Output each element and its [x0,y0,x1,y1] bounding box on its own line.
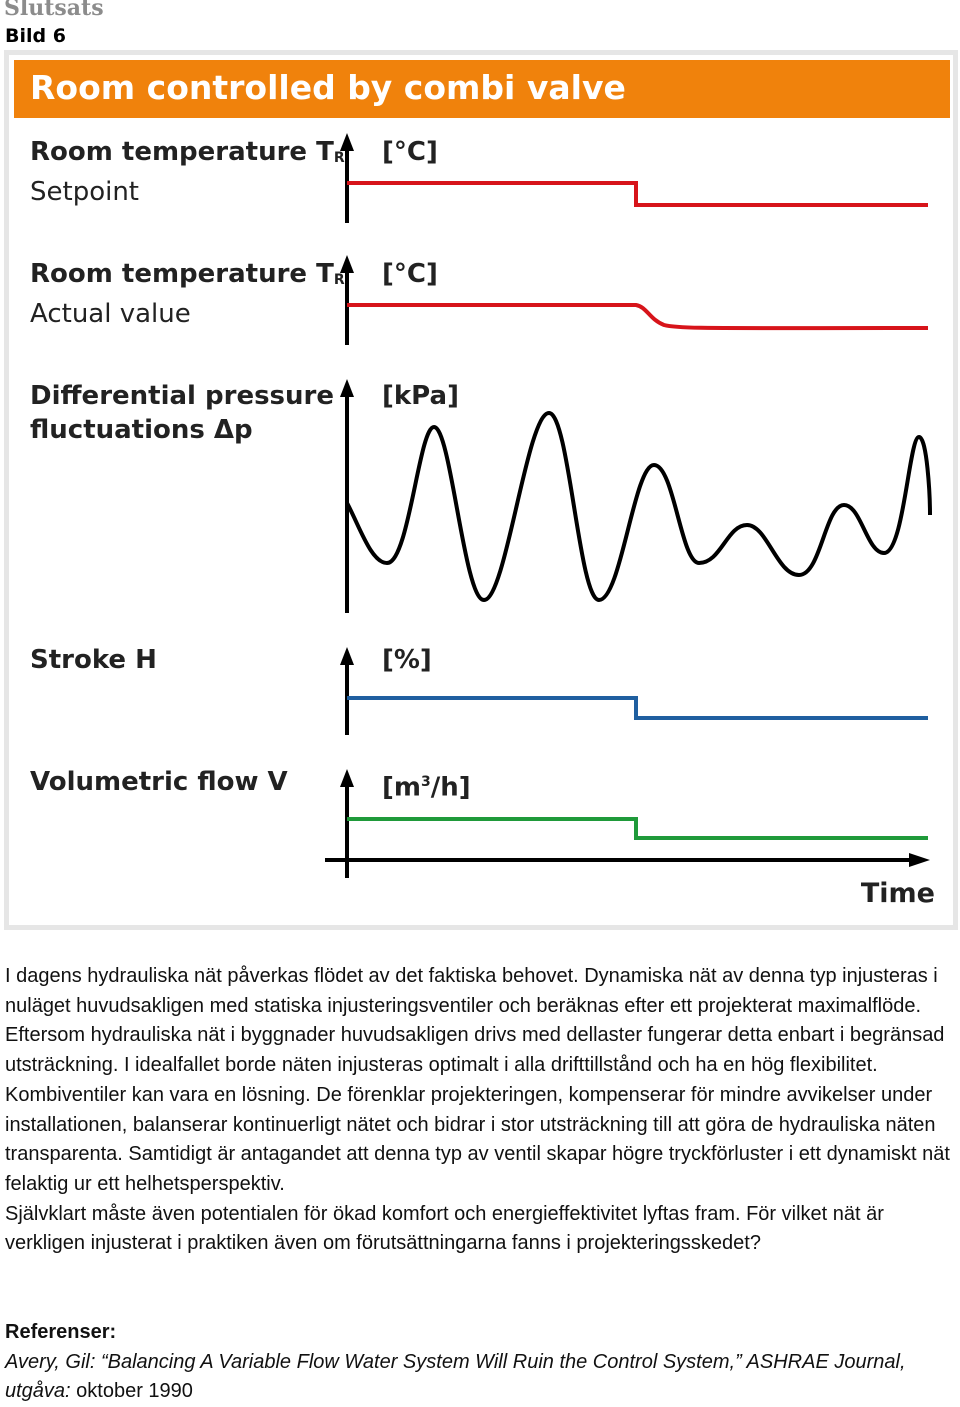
actual-value-unit: [°C] [382,259,438,289]
setpoint-unit: [°C] [382,137,438,167]
reference-entry: Avery, Gil: “Balancing A Variable Flow W… [5,1350,906,1403]
stroke-y-axis-arrow [340,647,354,665]
volumetric-flow-line [347,817,928,840]
pressure-unit: [kPa] [382,381,459,411]
actual-value-line [347,303,929,331]
actual-y-axis-arrow [340,255,354,273]
diagram-title: Room controlled by combi valve [30,68,626,107]
diagram-title-banner: Room controlled by combi valve [14,60,950,118]
paragraph: Självklart måste även potentialen för ök… [5,1202,884,1255]
paragraph: Kombiventiler kan vara en lösning. De fö… [5,1083,950,1195]
time-axis-arrow [909,853,930,867]
pressure-label: Differential pressure fluctuations Δp [30,381,334,445]
flow-label: Volumetric flow V [30,767,288,797]
flow-y-axis-arrow [340,769,354,787]
pressure-y-axis-arrow [340,379,354,397]
paragraph: I dagens hydrauliska nät påverkas flödet… [5,965,945,1077]
actual-value-label: Room temperature TR Actual value [30,259,345,329]
time-axis-label: Time [860,878,935,909]
pressure-fluctuation-curve [345,410,932,603]
section-title: Slutsats [4,0,104,21]
stroke-unit: [%] [382,645,432,675]
references-heading: Referenser: [5,1321,117,1343]
setpoint-y-axis-arrow [340,133,354,151]
setpoint-line [347,181,928,207]
combi-valve-diagram: Room controlled by combi valve [4,50,958,930]
flow-unit: [m3/h] [382,772,471,803]
stroke-label: Stroke H [30,645,157,675]
figure-caption: Bild 6 [5,25,66,47]
diagram-plot [325,133,932,878]
body-text: I dagens hydrauliska nät påverkas flödet… [5,962,950,1259]
stroke-line [347,696,928,720]
setpoint-label: Room temperature TR Setpoint [30,137,345,207]
references-section: Referenser: Avery, Gil: “Balancing A Var… [5,1318,950,1407]
